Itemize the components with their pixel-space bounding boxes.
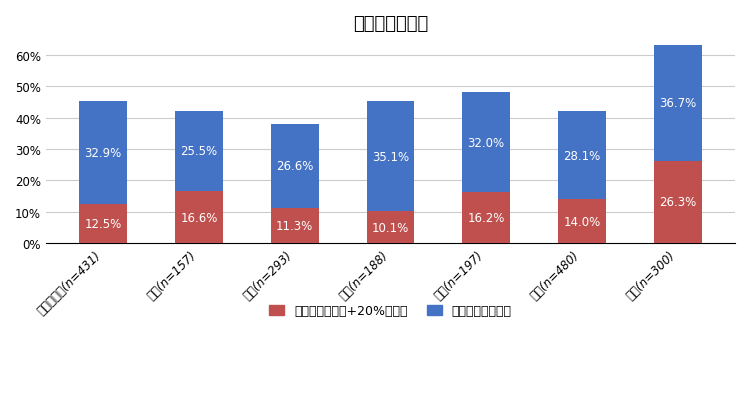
Text: 36.7%: 36.7% [659, 97, 696, 110]
Text: 16.2%: 16.2% [467, 211, 505, 225]
Text: 35.1%: 35.1% [372, 151, 409, 164]
Text: 10.1%: 10.1% [372, 221, 409, 234]
Text: 28.1%: 28.1% [563, 149, 601, 162]
Bar [558, 112, 606, 200]
Text: 26.3%: 26.3% [659, 196, 696, 209]
Bar [367, 212, 414, 243]
Bar [271, 125, 319, 208]
Bar [654, 46, 701, 161]
Text: 32.9%: 32.9% [85, 146, 122, 160]
Bar [175, 191, 223, 243]
Text: 12.5%: 12.5% [85, 218, 122, 230]
Text: 25.5%: 25.5% [181, 145, 218, 158]
Bar [558, 200, 606, 243]
Text: 26.6%: 26.6% [276, 160, 314, 173]
Bar [654, 161, 701, 243]
Bar [367, 102, 414, 212]
Bar [175, 112, 223, 191]
Bar [80, 204, 128, 243]
Text: 32.0%: 32.0% [467, 136, 505, 149]
Bar [462, 193, 510, 243]
Bar [462, 92, 510, 193]
Bar [271, 208, 319, 243]
Text: 16.6%: 16.6% [180, 211, 218, 224]
Bar [80, 101, 128, 204]
Text: 11.3%: 11.3% [276, 219, 314, 232]
Legend: 増加している（+20%以上）, やや増加している: 増加している（+20%以上）, やや増加している [264, 300, 517, 323]
Text: 14.0%: 14.0% [563, 215, 601, 228]
Title: 自然災害や事故: 自然災害や事故 [352, 15, 428, 33]
